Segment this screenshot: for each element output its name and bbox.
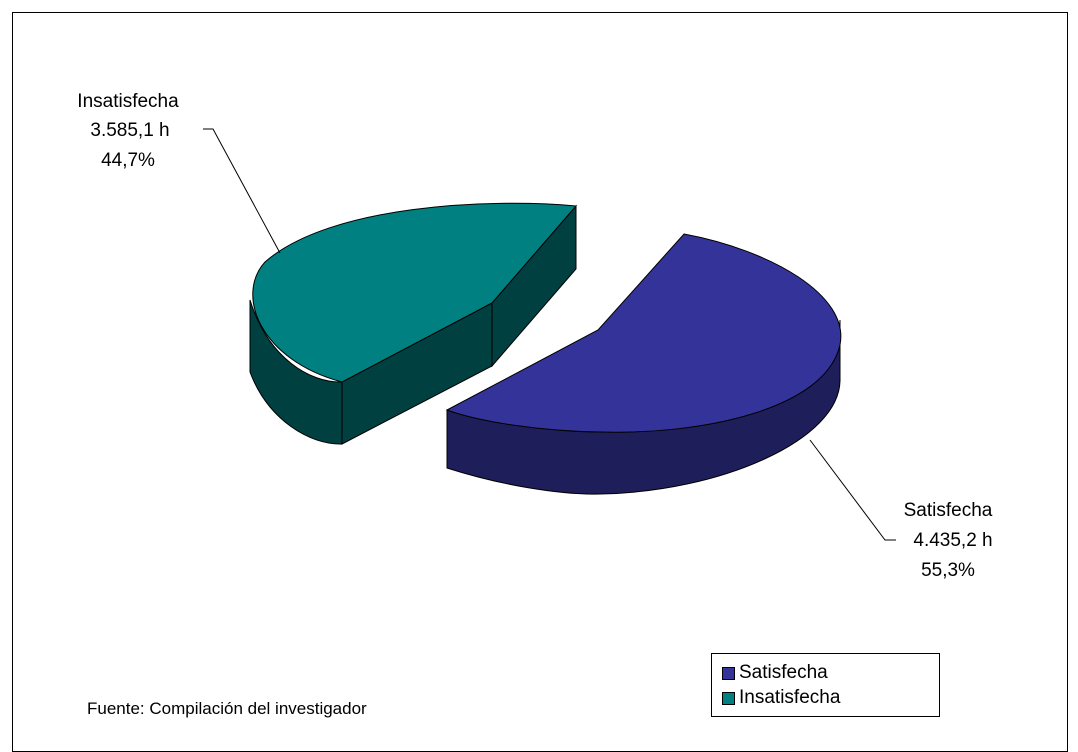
leader-line-satisfecha <box>809 439 896 541</box>
legend-item-satisfecha: Satisfecha <box>722 662 828 684</box>
slice-insatisfecha <box>249 202 578 445</box>
label-insatisfecha-percent: 44,7% <box>101 150 155 171</box>
legend-item-insatisfecha: Insatisfecha <box>722 687 840 709</box>
legend-label-satisfecha: Satisfecha <box>739 662 828 683</box>
label-satisfecha-percent: 55,3% <box>921 560 975 581</box>
slice-satisfecha <box>445 233 842 495</box>
label-insatisfecha-value: 3.585,1 h <box>90 120 169 141</box>
leader-line-insatisfecha <box>203 128 281 254</box>
slice-satisfecha-top <box>445 233 842 433</box>
legend-label-insatisfecha: Insatisfecha <box>739 687 841 708</box>
legend-swatch-insatisfecha <box>722 691 735 705</box>
label-satisfecha-name: Satisfecha <box>904 500 993 521</box>
pie-chart: Insatisfecha 3.585,1 h 44,7% Satisfecha … <box>77 91 993 581</box>
slice-insatisfecha-top <box>252 202 578 383</box>
source-note: Fuente: Compilación del investigador <box>87 699 367 718</box>
label-satisfecha-value: 4.435,2 h <box>913 530 992 551</box>
legend: Satisfecha Insatisfecha <box>711 653 940 717</box>
label-insatisfecha-name: Insatisfecha <box>77 91 179 112</box>
legend-swatch-satisfecha <box>722 666 735 680</box>
